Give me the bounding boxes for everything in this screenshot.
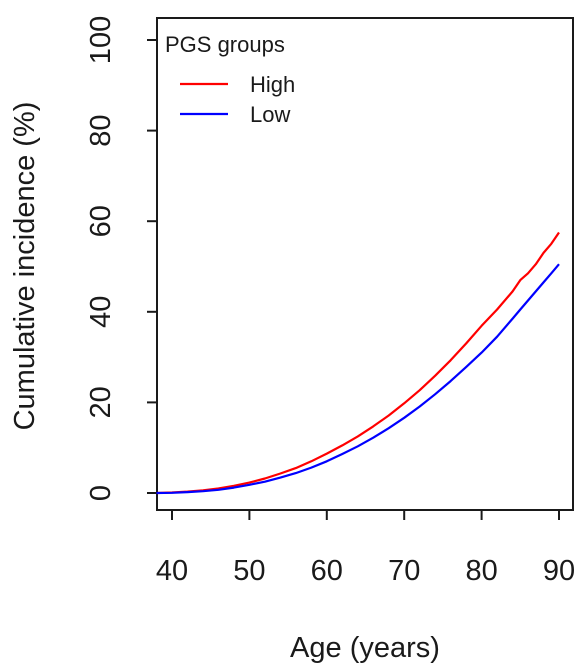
y-tick-label: 60 bbox=[85, 205, 117, 237]
y-tick-label: 20 bbox=[85, 386, 117, 418]
y-tick-label: 80 bbox=[85, 114, 117, 146]
x-axis-title: Age (years) bbox=[290, 632, 440, 664]
y-tick-label: 40 bbox=[85, 296, 117, 328]
x-tick-label: 50 bbox=[233, 555, 265, 587]
series-lines bbox=[156, 231, 560, 495]
axes: 40 50 60 70 80 90 0 20 40 60 80 100 bbox=[85, 16, 575, 587]
y-tick-label: 100 bbox=[85, 16, 117, 64]
legend-label-high: High bbox=[250, 72, 295, 97]
series-line-high bbox=[156, 231, 560, 495]
plot-frame bbox=[156, 17, 574, 511]
legend: PGS groups High Low bbox=[165, 32, 295, 127]
legend-title: PGS groups bbox=[165, 32, 285, 57]
x-tick-label: 70 bbox=[388, 555, 420, 587]
y-tick-label: 0 bbox=[85, 485, 117, 501]
series-line-low bbox=[156, 263, 560, 495]
x-tick-label: 90 bbox=[543, 555, 575, 587]
x-tick-label: 40 bbox=[156, 555, 188, 587]
legend-label-low: Low bbox=[250, 102, 290, 127]
x-tick-label: 80 bbox=[465, 555, 497, 587]
x-tick-label: 60 bbox=[311, 555, 343, 587]
legend-entries: High Low bbox=[180, 72, 295, 127]
y-axis-title: Cumulative incidence (%) bbox=[9, 102, 41, 431]
